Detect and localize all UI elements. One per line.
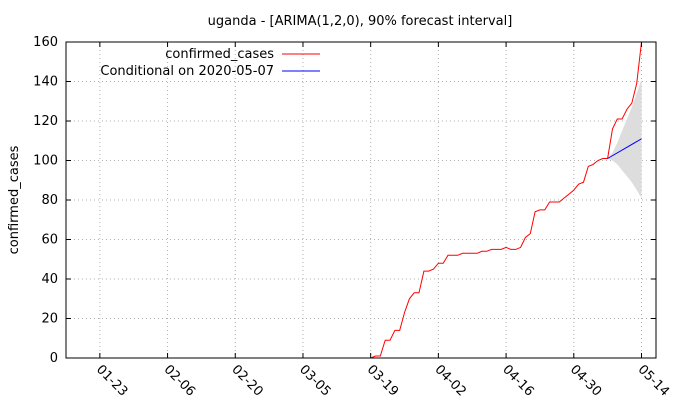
conditional-forecast-line	[607, 138, 642, 159]
x-tick-label: 05-14	[635, 362, 672, 399]
legend-entry-conditional-label: Conditional on 2020-05-07	[100, 64, 274, 79]
y-tick-label: 40	[41, 272, 58, 287]
y-tick-label: 140	[33, 75, 58, 90]
y-tick-label: 100	[33, 154, 58, 169]
tick-layer: 0 20 40 60 80 100 120 140 160 01-23 02-06 02-20 03-0…	[33, 35, 672, 400]
y-axis-label: confirmed_cases	[7, 145, 22, 254]
confirmed-cases-line	[66, 41, 642, 359]
y-tick-label: 160	[33, 35, 58, 50]
interval-layer	[607, 79, 642, 198]
series-layer	[66, 41, 642, 359]
grid-layer	[66, 42, 656, 358]
y-tick-label: 80	[41, 193, 58, 208]
x-tick-label: 02-20	[228, 362, 265, 399]
x-tick-label: 04-30	[567, 362, 604, 399]
x-tick-label: 04-02	[432, 362, 469, 399]
y-tick-label: 20	[41, 312, 58, 327]
x-tick-label: 02-06	[161, 362, 198, 399]
chart-title: uganda - [ARIMA(1,2,0), 90% forecast int…	[208, 14, 513, 29]
y-tick-label: 60	[41, 233, 58, 248]
x-tick-label: 03-19	[364, 362, 401, 399]
x-tick-label: 03-05	[296, 362, 333, 399]
forecast-interval-band	[607, 79, 642, 198]
x-tick-label: 04-16	[499, 362, 536, 399]
legend: confirmed_cases Conditional on 2020-05-07	[100, 47, 320, 79]
x-tick-label: 01-23	[93, 362, 130, 399]
y-tick-label: 120	[33, 114, 58, 129]
y-tick-label: 0	[50, 351, 58, 366]
legend-entry-confirmed-cases-label: confirmed_cases	[165, 47, 274, 62]
